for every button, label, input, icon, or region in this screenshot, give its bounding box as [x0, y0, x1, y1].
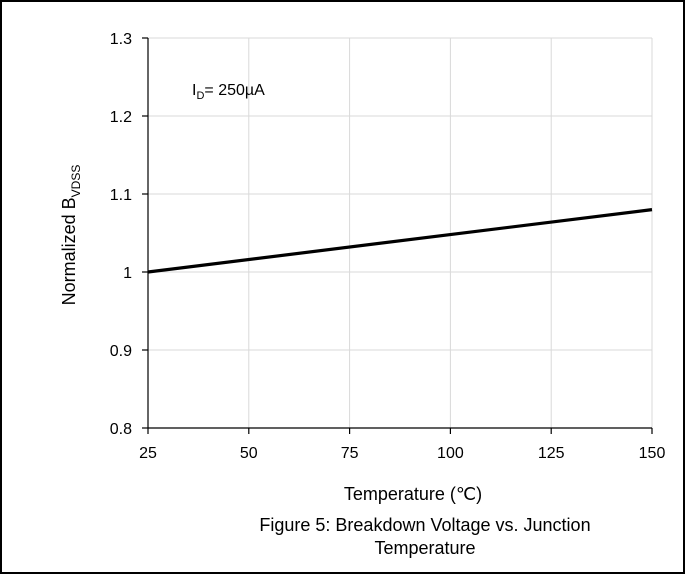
axes: [142, 37, 653, 434]
x-tick-label-100: 100: [437, 445, 464, 462]
y-axis-title: Normalized BVDSS: [59, 165, 83, 306]
x-tick-label-150: 150: [639, 445, 666, 462]
y-tick-label-1.3: 1.3: [110, 31, 132, 48]
y-tick-label-1: 1: [123, 265, 132, 282]
figure-caption-line-2: Temperature: [374, 538, 475, 558]
series-layer: [147, 208, 653, 274]
x-tick-label-25: 25: [139, 445, 157, 462]
series-line-0: [147, 208, 653, 274]
y-tick-label-1.2: 1.2: [110, 109, 132, 126]
y-axis-title-main: Normalized B: [59, 197, 79, 305]
annotation-main: I: [192, 82, 196, 99]
grid: [148, 37, 653, 428]
x-axis-title: Temperature (℃): [344, 484, 482, 504]
x-tick-label-50: 50: [240, 445, 258, 462]
figure-caption-line-1: Figure 5: Breakdown Voltage vs. Junction: [259, 515, 590, 535]
y-tick-label-0.8: 0.8: [110, 421, 132, 438]
y-axis-title-subscript: VDSS: [69, 165, 83, 198]
annotation-rest: = 250µA: [204, 82, 265, 99]
y-tick-label-1.1: 1.1: [110, 187, 132, 204]
x-tick-label-125: 125: [538, 445, 565, 462]
annotation-id-250ua: ID= 250µA: [192, 82, 265, 102]
annotation-subscript: D: [196, 90, 204, 102]
y-tick-labels: 0.8 0.9 1 1.1 1.2 1.3: [110, 31, 132, 438]
x-tick-label-75: 75: [341, 445, 359, 462]
x-tick-labels: 25 50 75 100 125 150: [139, 445, 665, 462]
y-tick-label-0.9: 0.9: [110, 343, 132, 360]
